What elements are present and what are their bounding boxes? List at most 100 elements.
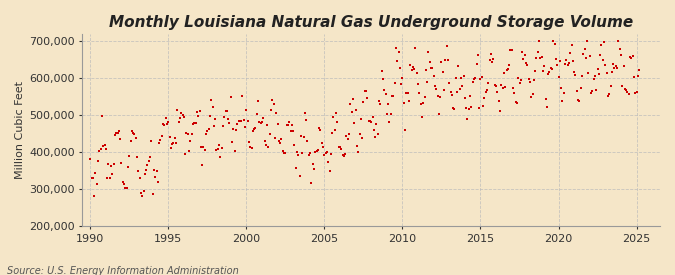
Point <box>144 155 155 159</box>
Point <box>520 60 531 65</box>
Point <box>630 90 641 95</box>
Point <box>157 134 167 138</box>
Point <box>254 119 265 124</box>
Point <box>213 143 224 147</box>
Point <box>115 137 126 142</box>
Point <box>86 176 97 181</box>
Point <box>203 126 214 131</box>
Point <box>306 180 317 185</box>
Point <box>198 145 209 149</box>
Point <box>582 39 593 43</box>
Point <box>491 83 502 88</box>
Point <box>97 113 107 118</box>
Point <box>111 131 122 136</box>
Point <box>440 57 451 62</box>
Point <box>439 88 450 92</box>
Point <box>518 57 529 61</box>
Point <box>425 60 435 65</box>
Point <box>392 58 402 63</box>
Point <box>487 60 497 64</box>
Point <box>423 50 434 54</box>
Point <box>504 63 514 67</box>
Point <box>321 150 332 155</box>
Point <box>202 129 213 133</box>
Point <box>120 186 131 190</box>
Point <box>545 66 556 70</box>
Point <box>158 121 169 126</box>
Point <box>474 106 485 110</box>
Point <box>160 116 171 121</box>
Point <box>483 81 493 85</box>
Point <box>123 165 134 169</box>
Point <box>606 69 617 74</box>
Point <box>358 100 369 104</box>
Point <box>138 188 149 193</box>
Point <box>412 82 423 86</box>
Point <box>169 136 180 140</box>
Point <box>501 68 512 72</box>
Point <box>579 46 590 51</box>
Point <box>283 123 294 128</box>
Point <box>481 90 491 95</box>
Point <box>324 169 335 173</box>
Point <box>91 182 102 186</box>
Point <box>541 104 552 109</box>
Point <box>499 71 510 75</box>
Point <box>237 93 248 98</box>
Point <box>510 100 521 104</box>
Point <box>227 140 238 144</box>
Point <box>366 120 377 124</box>
Point <box>380 92 391 96</box>
Point <box>182 132 193 137</box>
Point <box>122 186 132 190</box>
Point <box>376 69 387 73</box>
Point <box>333 145 344 149</box>
Point <box>113 129 124 134</box>
Point <box>429 84 440 88</box>
Point <box>561 57 572 62</box>
Point <box>288 129 298 133</box>
Point <box>535 56 545 60</box>
Point <box>200 132 211 137</box>
Point <box>422 79 433 84</box>
Point <box>530 69 541 73</box>
Point <box>475 77 486 82</box>
Point <box>342 137 353 141</box>
Point <box>360 89 371 93</box>
Point <box>164 135 175 139</box>
Point <box>88 194 99 198</box>
Point <box>539 64 549 68</box>
Point <box>102 176 113 180</box>
Point <box>381 112 392 116</box>
Point <box>178 112 188 117</box>
Point <box>300 111 310 115</box>
Point <box>354 132 365 136</box>
Point <box>297 151 308 155</box>
Point <box>289 143 300 147</box>
Point <box>554 59 565 64</box>
Point <box>426 66 437 70</box>
Point <box>621 87 632 92</box>
Point <box>349 121 360 125</box>
Point <box>587 88 598 93</box>
Point <box>250 126 261 131</box>
Point <box>444 81 455 85</box>
Point <box>147 192 158 197</box>
Point <box>489 82 500 87</box>
Point <box>107 172 117 176</box>
Point <box>207 105 218 109</box>
Point <box>336 147 347 151</box>
Point <box>327 131 338 136</box>
Point <box>151 169 162 173</box>
Point <box>549 42 560 46</box>
Point <box>497 86 508 90</box>
Point <box>436 60 447 64</box>
Point <box>492 90 503 94</box>
Point <box>616 53 626 58</box>
Point <box>600 63 611 67</box>
Point <box>612 66 622 70</box>
Point <box>303 152 314 157</box>
Point <box>213 147 223 152</box>
Point <box>534 39 545 43</box>
Point <box>236 118 246 123</box>
